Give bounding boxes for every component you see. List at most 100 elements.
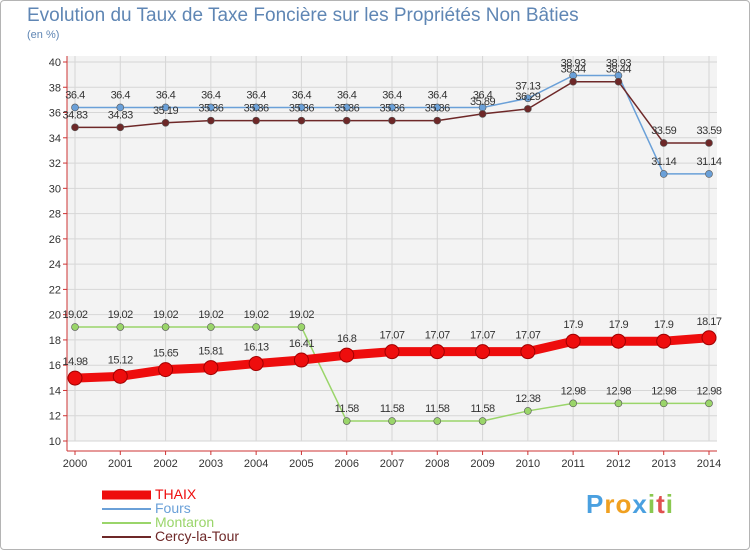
data-label: 11.58 bbox=[425, 403, 450, 415]
data-label: 19.02 bbox=[289, 309, 314, 321]
data-label: 35.36 bbox=[198, 103, 223, 115]
data-label: 35.36 bbox=[244, 103, 269, 115]
data-label: 14.98 bbox=[62, 356, 87, 368]
data-point bbox=[71, 123, 79, 132]
y-tick-label: 28 bbox=[49, 209, 61, 221]
data-point bbox=[297, 116, 306, 125]
data-point bbox=[252, 116, 260, 125]
data-point bbox=[478, 110, 487, 118]
data-point bbox=[158, 362, 174, 378]
data-label: 16.13 bbox=[244, 342, 269, 354]
data-label: 19.02 bbox=[108, 309, 133, 321]
data-label: 17.07 bbox=[470, 330, 495, 342]
x-tick-label: 2013 bbox=[651, 458, 675, 470]
data-point bbox=[433, 417, 442, 425]
data-label: 36.4 bbox=[292, 89, 312, 101]
y-tick-label: 14 bbox=[49, 385, 61, 397]
data-point bbox=[659, 170, 668, 178]
legend-label-cercy-la-tour: Cercy-la-Tour bbox=[155, 528, 240, 544]
data-label: 19.02 bbox=[244, 309, 269, 321]
x-tick-label: 2005 bbox=[289, 458, 313, 470]
data-label: 36.4 bbox=[246, 89, 266, 101]
data-point bbox=[524, 407, 532, 415]
data-label: 38.44 bbox=[561, 64, 586, 76]
x-tick-label: 2011 bbox=[561, 458, 585, 470]
y-tick-label: 36 bbox=[49, 108, 61, 120]
data-point bbox=[116, 103, 125, 112]
x-tick-label: 2001 bbox=[108, 458, 132, 470]
data-point bbox=[207, 116, 215, 125]
data-label: 35.89 bbox=[470, 96, 495, 108]
data-label: 15.81 bbox=[198, 346, 223, 358]
data-label: 33.59 bbox=[651, 125, 676, 137]
data-point bbox=[659, 139, 668, 147]
data-point bbox=[116, 323, 125, 331]
data-label: 15.65 bbox=[153, 348, 178, 360]
data-point bbox=[388, 103, 396, 112]
data-point bbox=[293, 352, 309, 368]
x-tick-label: 2000 bbox=[63, 458, 87, 470]
data-label: 19.02 bbox=[62, 309, 87, 321]
x-tick-label: 2010 bbox=[516, 458, 540, 470]
data-label: 38.93 bbox=[561, 58, 586, 70]
y-tick-label: 18 bbox=[49, 335, 61, 347]
x-tick-label: 2014 bbox=[697, 458, 721, 470]
data-point bbox=[388, 417, 396, 425]
data-point bbox=[659, 399, 668, 408]
data-label: 35.36 bbox=[334, 103, 359, 115]
data-label: 35.36 bbox=[289, 103, 314, 115]
data-label: 17.07 bbox=[425, 330, 450, 342]
legend-label-thaix: THAIX bbox=[155, 486, 197, 502]
y-tick-label: 22 bbox=[49, 284, 61, 296]
y-tick-label: 32 bbox=[49, 158, 61, 170]
legend-label-montaron: Montaron bbox=[155, 514, 215, 530]
x-tick-label: 2008 bbox=[425, 458, 449, 470]
data-label: 35.19 bbox=[153, 105, 178, 117]
data-label: 36.4 bbox=[473, 89, 493, 101]
data-label: 18.17 bbox=[696, 316, 721, 328]
data-point bbox=[252, 323, 260, 331]
data-point bbox=[429, 344, 445, 360]
logo-letter: i bbox=[647, 489, 657, 519]
data-point bbox=[161, 118, 170, 127]
data-label: 36.4 bbox=[111, 89, 131, 101]
data-label: 31.14 bbox=[696, 156, 721, 168]
data-point bbox=[384, 344, 400, 360]
data-point bbox=[569, 77, 577, 86]
data-point bbox=[520, 344, 536, 360]
data-label: 36.4 bbox=[382, 89, 402, 101]
data-point bbox=[565, 333, 581, 349]
x-tick-label: 2012 bbox=[606, 458, 630, 470]
data-point bbox=[475, 344, 491, 360]
data-point bbox=[71, 103, 79, 112]
data-label: 17.07 bbox=[515, 330, 540, 342]
data-label: 11.58 bbox=[335, 403, 360, 415]
data-label: 36.4 bbox=[156, 89, 176, 101]
data-point bbox=[433, 116, 442, 125]
data-point bbox=[203, 360, 219, 376]
logo-letter: t bbox=[656, 489, 666, 519]
x-tick-label: 2002 bbox=[153, 458, 177, 470]
y-tick-label: 10 bbox=[49, 436, 61, 448]
data-label: 12.38 bbox=[515, 393, 540, 405]
y-tick-label: 30 bbox=[49, 183, 61, 195]
y-tick-label: 26 bbox=[49, 234, 61, 246]
data-point bbox=[478, 417, 487, 425]
data-label: 36.4 bbox=[65, 89, 85, 101]
data-point bbox=[342, 116, 351, 125]
data-label: 36.29 bbox=[515, 91, 540, 103]
data-point bbox=[524, 94, 532, 103]
data-label: 12.98 bbox=[561, 385, 586, 397]
proxiti-logo: Proxiti bbox=[586, 489, 674, 520]
data-point bbox=[705, 139, 713, 147]
data-label: 17.07 bbox=[379, 330, 404, 342]
data-point bbox=[112, 368, 128, 384]
x-tick-label: 2007 bbox=[380, 458, 404, 470]
x-tick-label: 2006 bbox=[334, 458, 358, 470]
data-point bbox=[524, 105, 532, 113]
data-point bbox=[656, 333, 672, 349]
data-point bbox=[297, 103, 306, 112]
data-label: 33.59 bbox=[696, 125, 721, 137]
